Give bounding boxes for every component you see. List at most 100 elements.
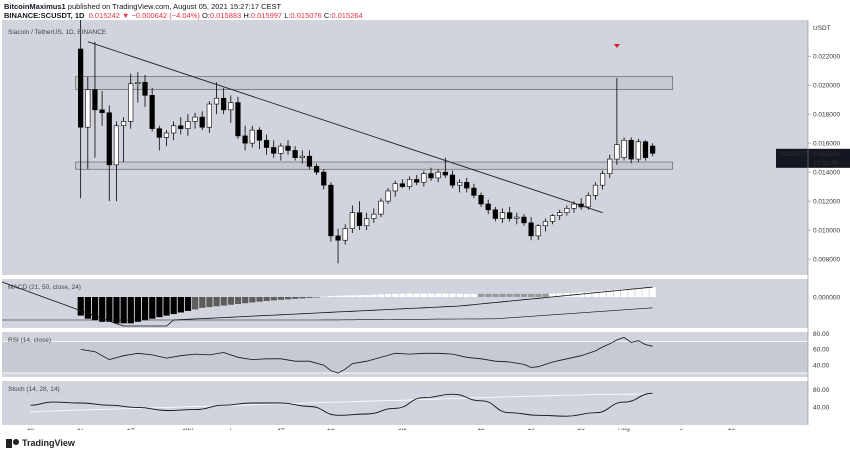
- macd-histogram-bar[interactable]: [285, 297, 292, 300]
- candle-body[interactable]: [85, 89, 91, 128]
- macd-histogram-bar[interactable]: [249, 297, 256, 303]
- macd-histogram-bar[interactable]: [91, 297, 99, 321]
- candle-body[interactable]: [650, 145, 656, 154]
- candle-body[interactable]: [242, 135, 248, 144]
- candle-body[interactable]: [142, 82, 148, 96]
- candle-body[interactable]: [156, 128, 162, 138]
- candle-body[interactable]: [328, 184, 334, 237]
- candle-body[interactable]: [635, 141, 641, 160]
- macd-histogram-bar[interactable]: [642, 287, 649, 297]
- macd-histogram-bar[interactable]: [99, 297, 106, 322]
- candle-body[interactable]: [456, 181, 463, 186]
- candle-body[interactable]: [607, 158, 613, 174]
- macd-histogram-bar[interactable]: [535, 293, 542, 297]
- candle-body[interactable]: [135, 82, 141, 85]
- macd-histogram-bar[interactable]: [234, 297, 242, 304]
- candle-body[interactable]: [507, 212, 513, 219]
- macd-histogram-bar[interactable]: [134, 297, 142, 322]
- candle-body[interactable]: [428, 173, 434, 179]
- macd-histogram-bar[interactable]: [520, 293, 528, 297]
- macd-histogram-bar[interactable]: [170, 297, 177, 315]
- macd-histogram-bar[interactable]: [377, 294, 385, 297]
- macd-histogram-bar[interactable]: [513, 293, 520, 297]
- candle-body[interactable]: [99, 109, 105, 114]
- candle-body[interactable]: [442, 171, 448, 176]
- candle-body[interactable]: [349, 212, 355, 229]
- candle-body[interactable]: [406, 179, 413, 187]
- candle-body[interactable]: [256, 129, 263, 141]
- macd-histogram-bar[interactable]: [327, 296, 335, 297]
- macd-histogram-bar[interactable]: [485, 293, 492, 297]
- macd-histogram-bar[interactable]: [392, 293, 399, 297]
- descending-trendline[interactable]: [87, 41, 603, 214]
- macd-histogram-bar[interactable]: [492, 293, 499, 297]
- candle-body[interactable]: [371, 213, 377, 219]
- macd-histogram-bar[interactable]: [413, 293, 420, 297]
- macd-histogram-bar[interactable]: [142, 297, 149, 321]
- candle-body[interactable]: [285, 145, 291, 151]
- macd-histogram-bar[interactable]: [127, 297, 134, 324]
- candle-body[interactable]: [364, 218, 370, 227]
- macd-histogram-bar[interactable]: [349, 295, 356, 297]
- candle-body[interactable]: [306, 155, 313, 167]
- macd-histogram-bar[interactable]: [428, 293, 435, 297]
- candle-body[interactable]: [528, 222, 534, 237]
- candle-body[interactable]: [621, 139, 627, 158]
- candle-body[interactable]: [464, 181, 470, 189]
- macd-histogram-bar[interactable]: [213, 297, 220, 307]
- candle-body[interactable]: [192, 116, 198, 122]
- candle-body[interactable]: [206, 103, 212, 128]
- macd-histogram-bar[interactable]: [149, 297, 156, 319]
- candle-body[interactable]: [249, 129, 255, 144]
- candle-body[interactable]: [199, 116, 205, 128]
- chart-canvas[interactable]: 101724Jun71421Jul121926Aug9160.0220000.0…: [0, 20, 850, 433]
- rsi-line[interactable]: [80, 337, 653, 374]
- macd-histogram-bar[interactable]: [156, 297, 163, 318]
- candle-body[interactable]: [421, 173, 427, 183]
- candle-body[interactable]: [221, 97, 227, 111]
- macd-histogram-bar[interactable]: [84, 297, 91, 319]
- macd-histogram-bar[interactable]: [163, 297, 170, 316]
- macd-histogram-bar[interactable]: [299, 297, 306, 299]
- candle-body[interactable]: [313, 166, 320, 173]
- candle-body[interactable]: [599, 173, 606, 186]
- candle-body[interactable]: [378, 200, 384, 215]
- candle-body[interactable]: [521, 216, 527, 224]
- macd-histogram-bar[interactable]: [621, 289, 628, 297]
- candle-body[interactable]: [385, 190, 391, 202]
- candle-body[interactable]: [299, 155, 305, 158]
- macd-histogram-bar[interactable]: [363, 294, 370, 297]
- macd-histogram-bar[interactable]: [435, 293, 442, 297]
- candle-body[interactable]: [171, 125, 177, 134]
- candle-body[interactable]: [213, 97, 220, 105]
- candle-body[interactable]: [571, 203, 577, 209]
- macd-histogram-bar[interactable]: [227, 297, 234, 305]
- candle-body[interactable]: [642, 141, 649, 158]
- candle-body[interactable]: [399, 183, 406, 187]
- macd-histogram-bar[interactable]: [242, 297, 249, 304]
- macd-histogram-bar[interactable]: [256, 297, 263, 302]
- candle-body[interactable]: [392, 183, 398, 192]
- candle-body[interactable]: [542, 221, 548, 227]
- candle-body[interactable]: [185, 121, 191, 129]
- candle-body[interactable]: [92, 89, 98, 111]
- symbol-label[interactable]: BINANCE:SCUSDT, 1D: [4, 11, 85, 20]
- candle-body[interactable]: [321, 171, 327, 186]
- macd-histogram-bar[interactable]: [563, 293, 571, 297]
- candle-body[interactable]: [628, 139, 634, 160]
- macd-histogram-bar[interactable]: [470, 293, 478, 297]
- candle-body[interactable]: [585, 195, 591, 208]
- macd-histogram-bar[interactable]: [206, 297, 213, 308]
- macd-histogram-bar[interactable]: [113, 297, 120, 324]
- candle-body[interactable]: [120, 121, 127, 127]
- candle-body[interactable]: [113, 125, 119, 166]
- candle-body[interactable]: [178, 125, 184, 129]
- macd-histogram-bar[interactable]: [406, 293, 413, 297]
- horizontal-zone[interactable]: [75, 161, 673, 170]
- candle-body[interactable]: [149, 95, 155, 129]
- candle-body[interactable]: [435, 171, 441, 179]
- macd-histogram-bar[interactable]: [499, 293, 506, 297]
- stoch-line[interactable]: [30, 392, 653, 417]
- macd-histogram-bar[interactable]: [177, 297, 184, 313]
- candle-body[interactable]: [356, 212, 363, 227]
